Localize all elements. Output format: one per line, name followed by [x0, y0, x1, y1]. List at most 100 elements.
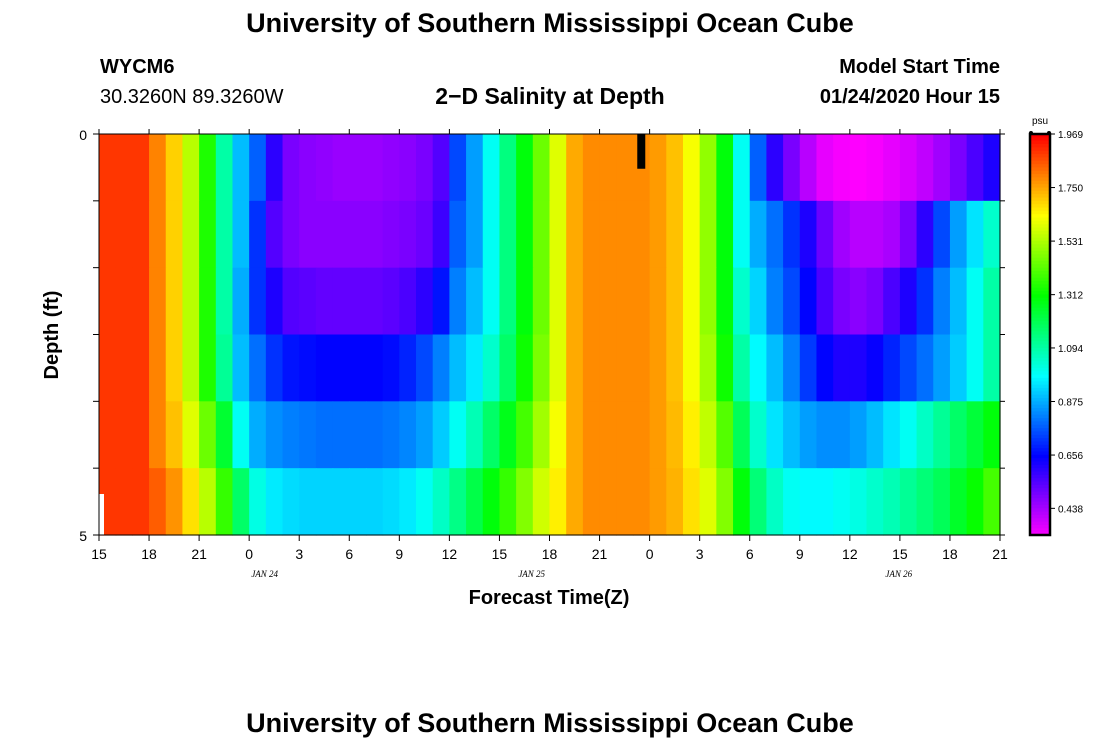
y-tick-label-top: 0	[79, 127, 87, 143]
heatmap-cell	[232, 468, 250, 536]
heatmap-cell	[599, 468, 617, 536]
heatmap-cell	[799, 334, 818, 402]
marker-layer	[99, 134, 646, 535]
heatmap-cell	[432, 334, 450, 402]
heatmap-cell	[566, 267, 584, 336]
station-id: WYCM6	[100, 56, 175, 78]
colorbar-segment	[1030, 337, 1050, 342]
colorbar-tick-label: 1.312	[1058, 291, 1083, 302]
heatmap-cell	[599, 200, 617, 269]
colorbar-segment	[1030, 157, 1050, 162]
start-edge-mark	[99, 494, 104, 535]
heatmap-cell	[399, 334, 417, 402]
heatmap-cell	[799, 401, 818, 469]
heatmap-cell	[632, 267, 651, 336]
heatmap-cell	[549, 267, 567, 336]
heatmap-cell	[499, 134, 517, 202]
colorbar-segment	[1030, 307, 1050, 312]
heatmap-cell	[332, 200, 350, 269]
colorbar-segment	[1030, 240, 1050, 245]
colorbar-segment	[1030, 140, 1050, 145]
heatmap-cell	[916, 267, 934, 336]
heatmap-cell	[849, 468, 868, 536]
heatmap-cell	[616, 468, 634, 536]
colorbar-segment	[1030, 387, 1050, 392]
colorbar-segment	[1030, 481, 1050, 486]
heatmap-cell	[699, 468, 717, 536]
heatmap-cell	[816, 468, 834, 536]
colorbar-segment	[1030, 150, 1050, 155]
heatmap-cell	[733, 267, 751, 336]
page-title: University of Southern Mississippi Ocean…	[246, 8, 854, 38]
heatmap-cell	[599, 134, 617, 202]
heatmap-cell	[733, 334, 751, 402]
heatmap-cell	[582, 468, 601, 536]
heatmap-cell	[349, 134, 367, 202]
heatmap-cell	[682, 267, 701, 336]
colorbar-tick-label: 1.531	[1058, 237, 1083, 248]
colorbar-segment	[1030, 498, 1050, 503]
heatmap-cell	[282, 401, 300, 469]
x-tick-label: 21	[592, 546, 608, 562]
heatmap-cell	[115, 267, 133, 336]
heatmap-cell	[733, 401, 751, 469]
heatmap-cell	[983, 134, 1001, 202]
colorbar-segment	[1030, 304, 1050, 309]
heatmap-cell	[799, 200, 818, 269]
heatmap-cell	[766, 334, 784, 402]
heatmap-cell	[399, 267, 417, 336]
colorbar-segment	[1030, 341, 1050, 346]
heatmap-cell	[399, 468, 417, 536]
heatmap-cell	[699, 401, 717, 469]
heatmap-cell	[182, 401, 200, 469]
heatmap-cell	[182, 468, 200, 536]
heatmap-cell	[616, 334, 634, 402]
colorbar-segment	[1030, 234, 1050, 239]
heatmap-cell	[983, 401, 1001, 469]
colorbar-segment	[1030, 508, 1050, 513]
colorbar-segment	[1030, 271, 1050, 275]
heatmap-cell	[249, 401, 267, 469]
heatmap-cell	[282, 468, 300, 536]
heatmap-cell	[265, 134, 284, 202]
colorbar-segment	[1030, 438, 1050, 443]
heatmap-cell	[682, 468, 701, 536]
heatmap-cell	[983, 334, 1001, 402]
heatmap-cell	[699, 134, 717, 202]
heatmap-cell	[99, 200, 117, 269]
heatmap-cell	[215, 134, 234, 202]
colorbar-segment	[1030, 281, 1050, 285]
heatmap-cell	[516, 334, 534, 402]
y-axis-label: Depth (ft)	[41, 291, 63, 380]
heatmap-cell	[365, 134, 384, 202]
heatmap-cell	[899, 134, 918, 202]
heatmap-cell	[749, 468, 768, 536]
heatmap-cell	[265, 401, 284, 469]
axes: 15 18 21 0 3 6 9 12 15 18 21 0 3 6 9 12 15 18 21 JAN 24 JAN …	[79, 127, 1008, 579]
colorbar-segment	[1030, 321, 1050, 326]
colorbar-segment	[1030, 297, 1050, 302]
colorbar-segment	[1030, 418, 1050, 422]
heatmap-cell	[165, 134, 184, 202]
x-tick-label: 12	[442, 546, 458, 562]
heatmap-cell	[666, 468, 684, 536]
heatmap-cell	[866, 401, 884, 469]
heatmap-cell	[766, 200, 784, 269]
colorbar-segment	[1030, 317, 1050, 322]
colorbar-segment	[1030, 371, 1050, 376]
x-tick-label: 18	[942, 546, 958, 562]
colorbar-segment	[1030, 174, 1050, 179]
heatmap-cell	[299, 468, 317, 536]
heatmap-cell	[916, 200, 934, 269]
heatmap-cell	[265, 267, 284, 336]
colorbar-segment	[1030, 287, 1050, 292]
heatmap-cell	[549, 200, 567, 269]
x-date-label: JAN 25	[518, 569, 545, 579]
x-tick-label: 6	[345, 546, 353, 562]
colorbar-segment	[1030, 501, 1050, 506]
heatmap-cell	[766, 267, 784, 336]
heatmap-cell	[99, 334, 117, 402]
heatmap-cell	[199, 401, 217, 469]
heatmap-cell	[649, 401, 667, 469]
colorbar-segment	[1030, 381, 1050, 386]
